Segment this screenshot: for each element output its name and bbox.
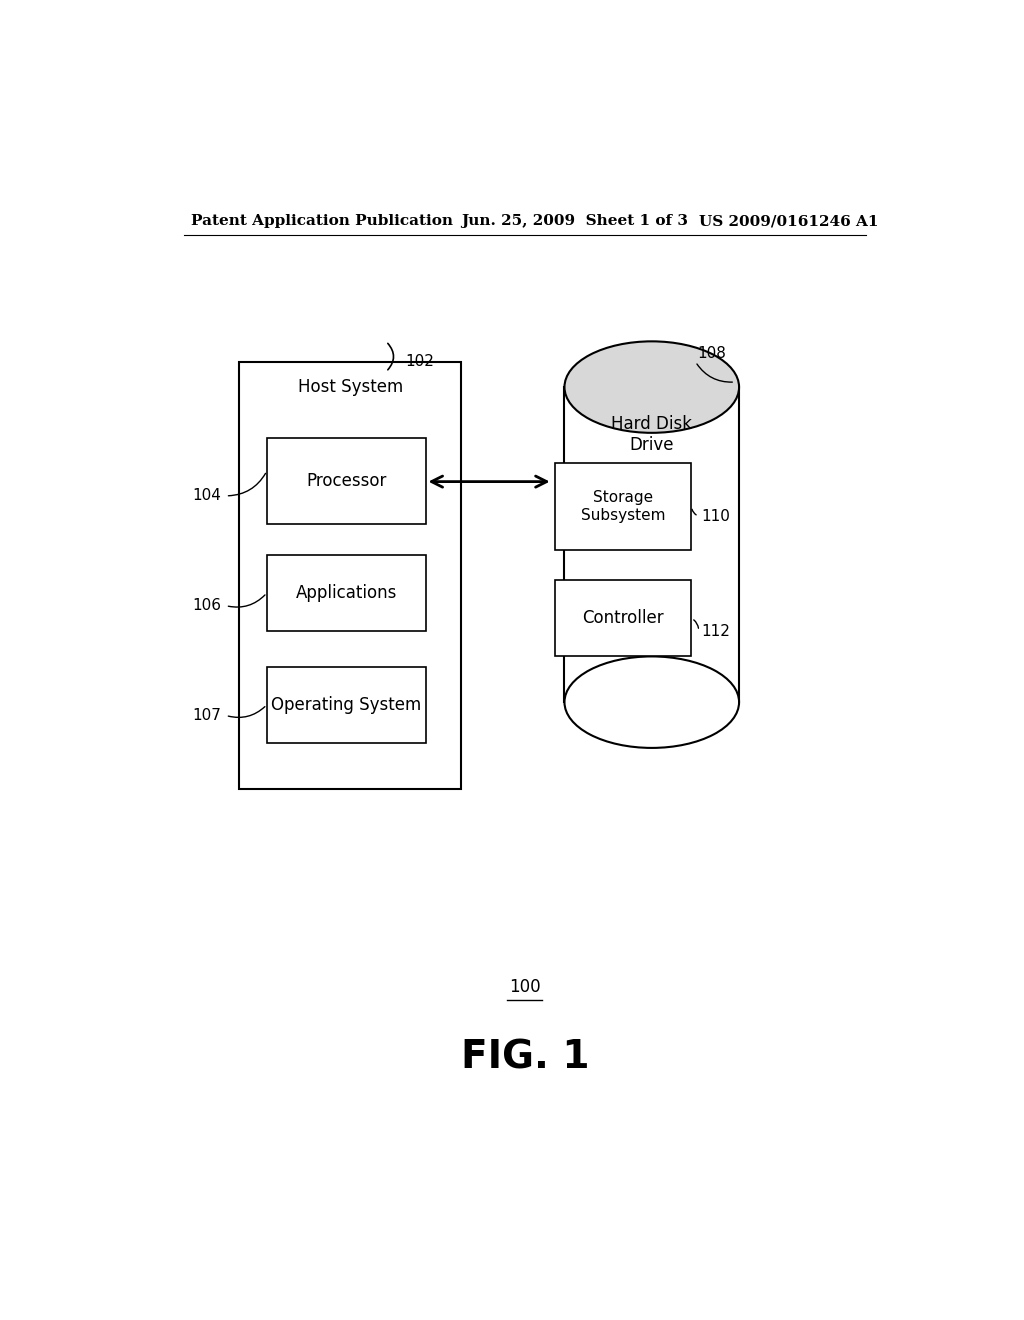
FancyBboxPatch shape bbox=[555, 581, 691, 656]
FancyBboxPatch shape bbox=[267, 438, 426, 524]
Text: 107: 107 bbox=[193, 708, 221, 723]
Text: Jun. 25, 2009  Sheet 1 of 3: Jun. 25, 2009 Sheet 1 of 3 bbox=[461, 214, 688, 228]
Text: 102: 102 bbox=[406, 354, 434, 370]
Ellipse shape bbox=[564, 342, 739, 433]
Ellipse shape bbox=[564, 656, 739, 748]
FancyBboxPatch shape bbox=[555, 463, 691, 549]
FancyBboxPatch shape bbox=[267, 554, 426, 631]
Bar bbox=[564, 387, 739, 702]
Text: 100: 100 bbox=[509, 978, 541, 995]
Text: 110: 110 bbox=[701, 508, 730, 524]
FancyBboxPatch shape bbox=[267, 667, 426, 743]
Text: Operating System: Operating System bbox=[271, 696, 421, 714]
FancyBboxPatch shape bbox=[240, 362, 462, 788]
Text: 112: 112 bbox=[701, 623, 730, 639]
Text: US 2009/0161246 A1: US 2009/0161246 A1 bbox=[699, 214, 879, 228]
Text: Patent Application Publication: Patent Application Publication bbox=[191, 214, 454, 228]
Text: 106: 106 bbox=[193, 598, 221, 612]
Text: Hard Disk
Drive: Hard Disk Drive bbox=[611, 416, 692, 454]
Text: FIG. 1: FIG. 1 bbox=[461, 1039, 589, 1077]
Text: Processor: Processor bbox=[306, 473, 386, 490]
Text: Storage
Subsystem: Storage Subsystem bbox=[581, 490, 666, 523]
Text: Applications: Applications bbox=[296, 583, 397, 602]
Text: Controller: Controller bbox=[583, 610, 664, 627]
Text: 104: 104 bbox=[193, 488, 221, 503]
Text: Host System: Host System bbox=[298, 378, 402, 396]
Text: 108: 108 bbox=[697, 346, 727, 362]
